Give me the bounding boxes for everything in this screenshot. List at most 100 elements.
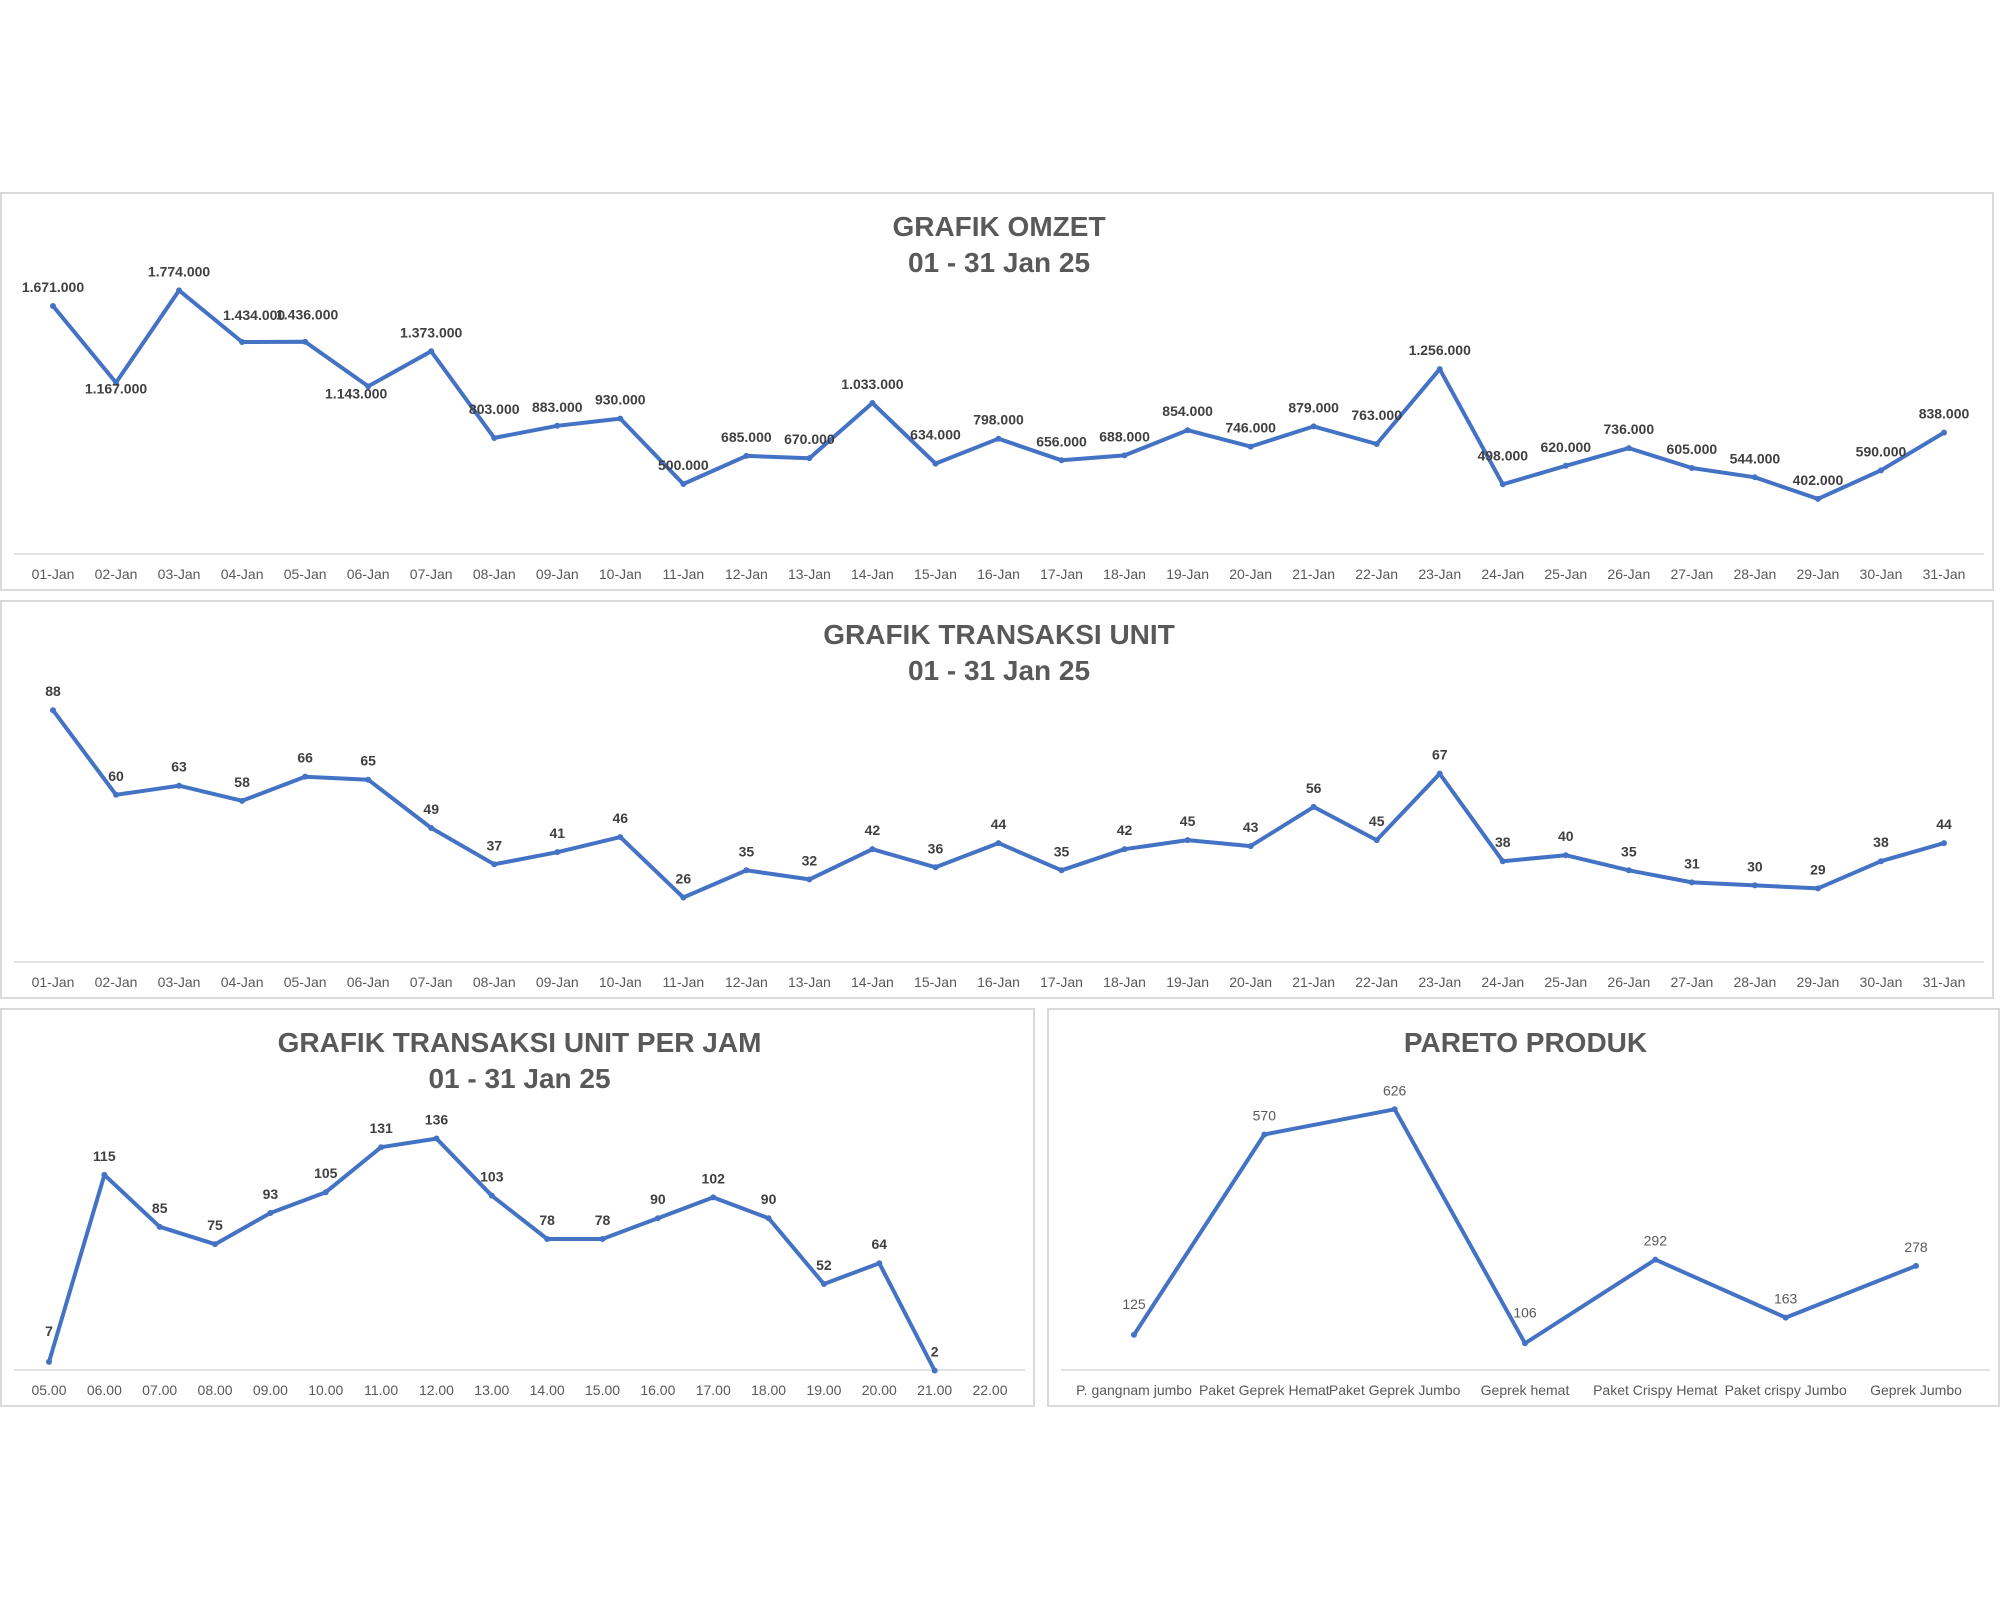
data-label: 736.000 [1604, 421, 1655, 437]
data-point [1247, 443, 1254, 450]
data-point [654, 1215, 661, 1222]
data-label: 43 [1243, 819, 1259, 835]
x-tick-label: 19-Jan [1166, 974, 1209, 990]
data-label: 1.143.000 [325, 385, 387, 401]
data-point [428, 825, 435, 832]
data-label: 685.000 [721, 429, 772, 445]
x-tick-label: 14-Jan [851, 566, 894, 582]
data-point [1688, 879, 1695, 886]
x-tick-label: 28-Jan [1733, 974, 1776, 990]
data-label: 52 [816, 1257, 832, 1273]
chart-title: GRAFIK TRANSAKSI UNIT [823, 619, 1175, 650]
data-point [1184, 837, 1191, 844]
data-point [365, 776, 372, 783]
data-label: 78 [539, 1212, 555, 1228]
data-label: 106 [1513, 1304, 1537, 1320]
x-tick-label: 10-Jan [599, 566, 642, 582]
data-label: 42 [1117, 822, 1133, 838]
data-label: 688.000 [1099, 428, 1150, 444]
x-tick-label: 17-Jan [1040, 566, 1083, 582]
x-tick-label: 12-Jan [725, 566, 768, 582]
x-tick-label: 24-Jan [1481, 566, 1524, 582]
data-label: 32 [802, 852, 818, 868]
x-tick-label: 02-Jan [95, 566, 138, 582]
data-label: 620.000 [1540, 439, 1591, 455]
data-label: 1.373.000 [400, 324, 462, 340]
data-point [806, 455, 813, 462]
data-point [1373, 441, 1380, 448]
x-tick-label: 11-Jan [662, 974, 704, 990]
data-point [1877, 858, 1884, 865]
data-point [932, 460, 939, 467]
chart-subtitle: 01 - 31 Jan 25 [908, 655, 1090, 686]
data-point [554, 849, 561, 856]
data-label: 634.000 [910, 427, 961, 443]
x-tick-label: 07-Jan [410, 566, 453, 582]
data-label: 45 [1180, 813, 1196, 829]
data-point [1184, 427, 1191, 434]
data-point [1499, 481, 1506, 488]
x-tick-label: 21.00 [917, 1382, 952, 1398]
data-label: 163 [1774, 1291, 1798, 1307]
data-point [599, 1235, 606, 1242]
data-point [1310, 423, 1317, 430]
x-tick-label: 21-Jan [1292, 974, 1335, 990]
x-tick-label: 13.00 [474, 1382, 509, 1398]
pareto-chart: PARETO PRODUK 125 570 626 106 292 163 278 P. gan… [1061, 1027, 1990, 1398]
x-tick-label: 12-Jan [725, 974, 768, 990]
x-tick-label: 15-Jan [914, 566, 957, 582]
x-tick-label: 22-Jan [1355, 974, 1398, 990]
perjam-chart: GRAFIK TRANSAKSI UNIT PER JAM 01 - 31 Jan… [14, 1027, 1025, 1398]
x-tick-label: 25-Jan [1544, 974, 1587, 990]
data-label: 102 [702, 1170, 726, 1186]
x-tick-label: 28-Jan [1733, 566, 1776, 582]
data-point [176, 287, 183, 294]
chart-subtitle: 01 - 31 Jan 25 [908, 247, 1090, 278]
data-point [1121, 452, 1128, 459]
data-point [1261, 1131, 1268, 1138]
data-point [995, 840, 1002, 847]
data-point [680, 894, 687, 901]
data-label: 26 [676, 870, 692, 886]
data-point [488, 1192, 495, 1199]
data-point [1436, 770, 1443, 777]
x-tick-label: 04-Jan [221, 566, 264, 582]
data-point [113, 379, 120, 386]
data-point [1625, 867, 1632, 874]
data-point [1941, 840, 1947, 847]
data-point [176, 782, 183, 789]
x-tick-label: 30-Jan [1860, 974, 1903, 990]
omzet-chart: GRAFIK OMZET 01 - 31 Jan 25 1.671.000 1.167… [14, 211, 1984, 582]
data-label: 670.000 [784, 431, 835, 447]
data-label: 125 [1122, 1296, 1146, 1312]
data-label: 131 [369, 1120, 393, 1136]
x-tick-label: 22.00 [972, 1382, 1007, 1398]
data-label: 7 [45, 1323, 53, 1339]
data-label: 803.000 [469, 401, 520, 417]
data-label: 1.256.000 [1409, 342, 1471, 358]
x-tick-label: 19-Jan [1166, 566, 1209, 582]
data-point [743, 867, 750, 874]
data-point [1522, 1340, 1528, 1347]
x-tick-label: 27-Jan [1670, 974, 1713, 990]
data-point [1562, 462, 1569, 469]
x-tick-label: 17-Jan [1040, 974, 1083, 990]
x-tick-label: Geprek hemat [1481, 1382, 1570, 1398]
data-label: 65 [360, 753, 376, 769]
data-label: 35 [739, 843, 755, 859]
data-label: 88 [45, 683, 61, 699]
data-point [544, 1235, 551, 1242]
x-tick-label: 18-Jan [1103, 974, 1146, 990]
x-tick-label: 01-Jan [32, 974, 75, 990]
data-label: 930.000 [595, 392, 646, 408]
data-point [365, 383, 372, 390]
data-point [876, 1260, 883, 1267]
data-point [995, 435, 1002, 442]
x-tick-label: 03-Jan [158, 566, 201, 582]
data-label: 838.000 [1919, 406, 1970, 422]
data-label: 67 [1432, 747, 1448, 763]
data-point [1310, 803, 1317, 810]
chart-subtitle: 01 - 31 Jan 25 [428, 1063, 610, 1094]
data-label: 746.000 [1225, 420, 1276, 436]
data-point [378, 1144, 385, 1151]
